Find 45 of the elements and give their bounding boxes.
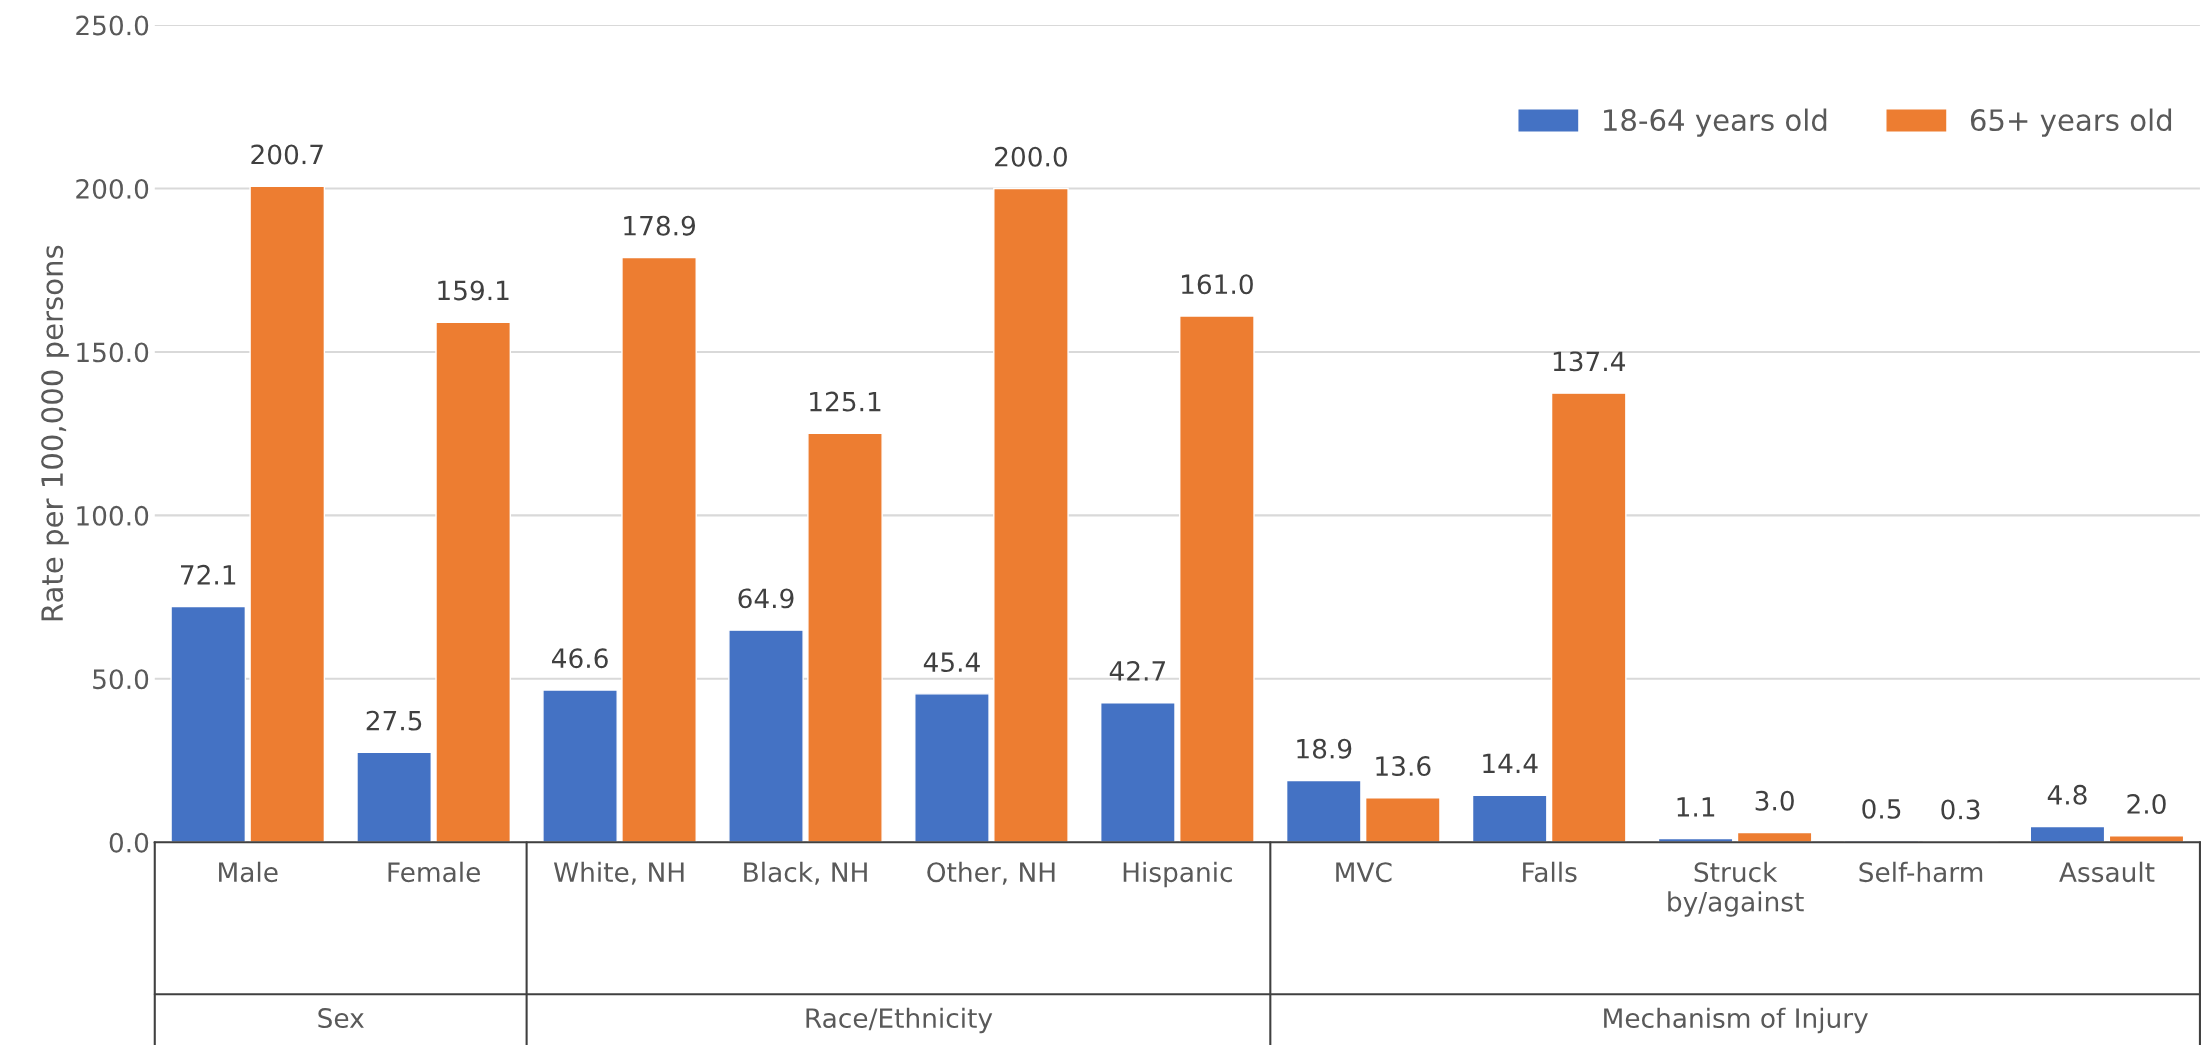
data-label: 159.1 (438, 280, 509, 301)
y-tick-label: 50.0 (93, 669, 149, 690)
y-tick-label: 100.0 (77, 505, 149, 526)
legend-label: 65+ years old (1970, 108, 2172, 137)
data-label: 1.1 (1677, 797, 1715, 817)
data-label: 46.6 (551, 648, 608, 669)
data-label: 18.9 (1297, 738, 1352, 759)
data-label: 0.5 (1862, 798, 1901, 819)
x-tick-label: White, NH (553, 861, 684, 885)
data-label: 125.1 (810, 391, 881, 412)
data-label: 27.5 (366, 710, 422, 731)
data-label: 0.3 (1941, 799, 1980, 820)
x-tick-label: Assault (2059, 861, 2155, 883)
data-label: 2.0 (2127, 793, 2166, 814)
y-axis-title: Rate per 100,000 persons (41, 245, 69, 621)
data-label: 4.8 (2047, 784, 2087, 805)
x-tick-label: Struck by/against (1668, 861, 1804, 917)
x-tick-label: Other, NH (927, 861, 1055, 885)
x-tick-label: Female (388, 861, 480, 883)
text: Race/Ethnicity (806, 1007, 993, 1034)
data-label: 200.7 (251, 144, 323, 165)
data-label: 45.4 (923, 652, 980, 673)
data-label: 42.7 (1109, 660, 1165, 681)
x-tick-label: Hispanic (1123, 861, 1232, 888)
x-tick-label: Self-harm (1859, 861, 1983, 883)
data-label: 3.0 (1755, 790, 1794, 811)
x-tick-label: Falls (1523, 861, 1577, 883)
y-tick-label: 200.0 (76, 178, 149, 199)
y-tick-label: 150.0 (77, 342, 149, 363)
x-tick-label: Male (219, 861, 278, 883)
text: Mechanism of Injury (1604, 1007, 1868, 1034)
data-label: 161.0 (1181, 274, 1253, 295)
data-label: 72.1 (181, 564, 236, 585)
data-label: 13.6 (1376, 756, 1431, 777)
data-label: 178.9 (624, 215, 696, 236)
text: Sex (318, 1008, 364, 1029)
y-tick-label: 0.0 (109, 832, 149, 853)
y-tick-label: 250.0 (76, 15, 149, 36)
x-tick-label: MVC (1336, 862, 1392, 883)
x-tick-label: Black, NH (744, 861, 867, 885)
data-label: 64.9 (738, 588, 794, 609)
data-label: 137.4 (1553, 351, 1626, 372)
data-label: 14.4 (1483, 753, 1538, 774)
data-label: 200.0 (995, 146, 1067, 167)
legend-label: 18-64 years old (1604, 108, 1827, 137)
